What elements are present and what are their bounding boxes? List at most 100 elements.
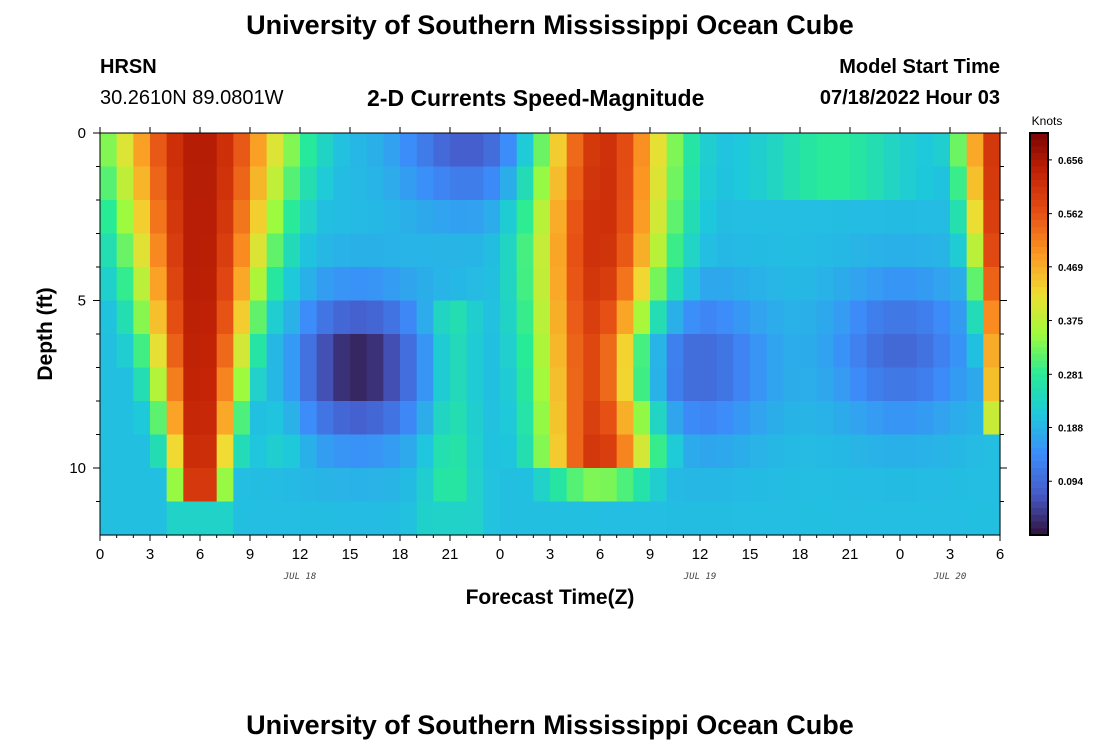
heatmap-cell: [483, 334, 501, 369]
heatmap-cell: [816, 401, 834, 436]
heatmap-cell: [983, 267, 1001, 302]
colorbar-tick-label: 0.562: [1058, 210, 1083, 221]
heatmap-cell: [900, 166, 918, 201]
heatmap-cell: [400, 133, 418, 168]
colorbar-swatch: [1030, 313, 1048, 322]
date-label: JUL 20: [933, 572, 967, 582]
heatmap-cell: [916, 300, 934, 335]
heatmap-cell: [333, 401, 351, 436]
heatmap-cell: [683, 133, 701, 168]
heatmap-cell: [700, 267, 718, 302]
heatmap-cell: [266, 501, 284, 536]
heatmap-cell: [850, 166, 868, 201]
heatmap-cell: [383, 367, 401, 402]
colorbar-swatch: [1030, 146, 1048, 154]
heatmap-cell: [933, 133, 951, 168]
heatmap-cell: [216, 133, 234, 168]
heatmap-cell: [333, 434, 351, 469]
heatmap-cell: [283, 166, 301, 201]
y-axis: 0 5 10: [69, 125, 1007, 502]
heatmap-cell: [600, 300, 618, 335]
heatmap-cell: [933, 367, 951, 402]
heatmap-cell: [183, 133, 201, 168]
heatmap-cell: [683, 166, 701, 201]
colorbar-swatch: [1030, 354, 1048, 362]
heatmap-cell: [500, 334, 518, 369]
heatmap-cell: [650, 334, 668, 369]
colorbar-tick-label: 0.469: [1058, 263, 1083, 274]
heatmap-cell: [866, 434, 884, 469]
heatmap-cell: [166, 401, 184, 436]
heatmap-cell: [416, 166, 434, 201]
heatmap-cell: [350, 501, 368, 536]
heatmap-cell: [100, 501, 118, 536]
heatmap-cell: [283, 434, 301, 469]
heatmap-cell: [650, 233, 668, 268]
y-tick-label: 5: [78, 293, 86, 310]
heatmap-cell: [816, 434, 834, 469]
heatmap-cell: [966, 367, 984, 402]
heatmap-cell: [750, 468, 768, 503]
heatmap-cell: [950, 434, 968, 469]
heatmap-cell: [316, 267, 334, 302]
heatmap-cell: [416, 434, 434, 469]
colorbar-tick-label: 0.188: [1058, 423, 1083, 434]
heatmap-cell: [300, 133, 318, 168]
heatmap-cell: [383, 300, 401, 335]
heatmap-cell: [983, 233, 1001, 268]
heatmap-cell: [433, 468, 451, 503]
heatmap-cell: [166, 233, 184, 268]
colorbar-swatch: [1030, 508, 1048, 516]
heatmap-cell: [783, 401, 801, 436]
heatmap-cell: [650, 200, 668, 235]
x-tick-label: 9: [246, 546, 254, 563]
heatmap-cell: [866, 267, 884, 302]
heatmap-cell: [916, 401, 934, 436]
heatmap-cell: [883, 233, 901, 268]
heatmap-cell: [450, 133, 468, 168]
heatmap-cell: [400, 233, 418, 268]
heatmap-cell: [916, 501, 934, 536]
heatmap-cell: [500, 233, 518, 268]
heatmap-cell: [366, 300, 384, 335]
heatmap-cell: [650, 166, 668, 201]
heatmap-cell: [750, 200, 768, 235]
heatmap-cell: [566, 434, 584, 469]
x-tick-label: 3: [946, 546, 954, 563]
heatmap-cell: [366, 434, 384, 469]
heatmap-cell: [483, 501, 501, 536]
heatmap-cell: [300, 334, 318, 369]
heatmap-cell: [433, 434, 451, 469]
heatmap-cell: [816, 501, 834, 536]
heatmap-cell: [950, 367, 968, 402]
colorbar-unit-label: Knots: [1032, 114, 1063, 128]
heatmap-cell: [700, 300, 718, 335]
heatmap-cell: [266, 233, 284, 268]
heatmap-cell: [450, 468, 468, 503]
heatmap-cell: [766, 501, 784, 536]
heatmap-cell: [433, 401, 451, 436]
heatmap-cell: [733, 233, 751, 268]
heatmap-cell: [933, 166, 951, 201]
heatmap-cell: [533, 267, 551, 302]
heatmap-cell: [783, 300, 801, 335]
heatmap-cell: [233, 133, 251, 168]
colorbar-swatch: [1030, 159, 1048, 168]
heatmap-cell: [833, 200, 851, 235]
heatmap-cell: [933, 300, 951, 335]
heatmap-cell: [166, 501, 184, 536]
x-tick-label: 6: [996, 546, 1004, 563]
heatmap-cell: [283, 334, 301, 369]
heatmap-cell: [516, 401, 534, 436]
heatmap-cell: [116, 133, 134, 168]
heatmap-cell: [916, 434, 934, 469]
heatmap-cell: [266, 401, 284, 436]
heatmap-cell: [316, 166, 334, 201]
heatmap-cell: [516, 166, 534, 201]
heatmap-cell: [333, 334, 351, 369]
heatmap-cell: [100, 166, 118, 201]
x-axis: 0 3 6 9 12 15 18 21 0 3 6 9 12 15 18 21 0 3 6 JUL 18 JUL 19 J…: [96, 127, 1004, 582]
heatmap-cell: [133, 367, 151, 402]
heatmap-cell: [133, 233, 151, 268]
heatmap-cell: [300, 300, 318, 335]
